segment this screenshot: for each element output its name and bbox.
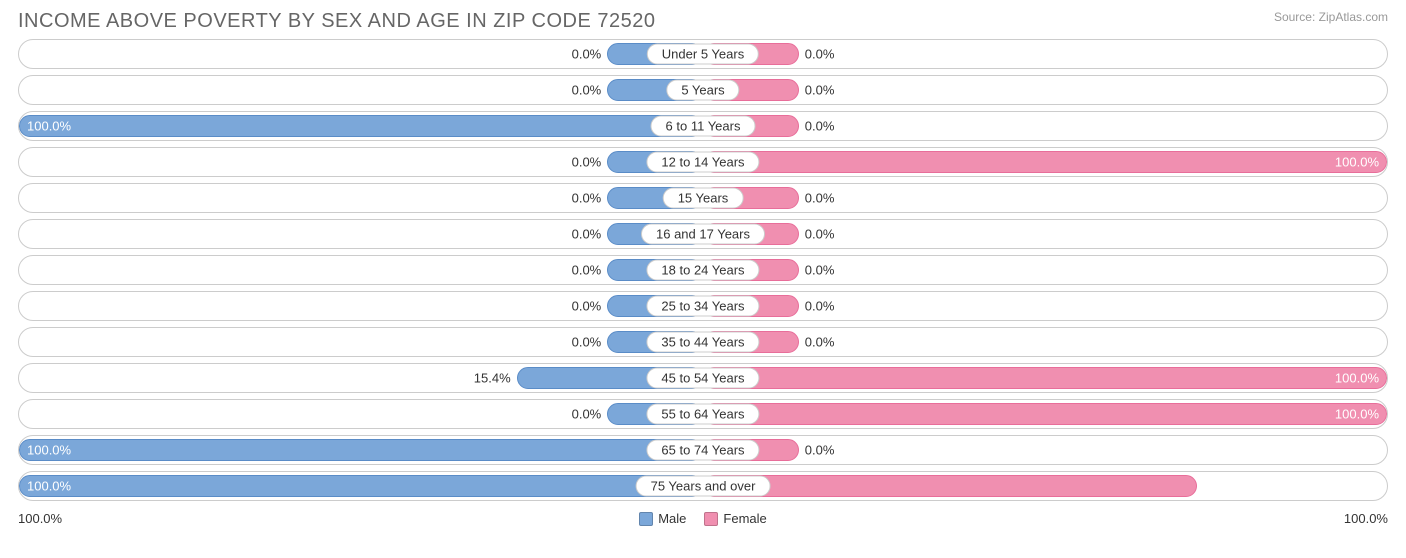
category-label: 45 to 54 Years	[646, 368, 759, 389]
axis-right-label: 100.0%	[1344, 511, 1388, 526]
male-value: 0.0%	[572, 299, 608, 314]
female-value: 0.0%	[799, 119, 835, 134]
male-value: 100.0%	[27, 479, 71, 494]
female-bar	[703, 475, 1197, 497]
category-label: 65 to 74 Years	[646, 440, 759, 461]
chart-row: 0.0% 0.0% 18 to 24 Years	[18, 255, 1388, 285]
chart-row: 0.0% 0.0% Under 5 Years	[18, 39, 1388, 69]
chart-row: 100.0% 0.0% 65 to 74 Years	[18, 435, 1388, 465]
chart-source: Source: ZipAtlas.com	[1274, 10, 1388, 24]
category-label: Under 5 Years	[647, 44, 759, 65]
male-bar	[19, 475, 703, 497]
female-value: 100.0%	[1335, 407, 1379, 422]
chart-row: 0.0% 100.0% 12 to 14 Years	[18, 147, 1388, 177]
male-value: 100.0%	[27, 119, 71, 134]
category-label: 18 to 24 Years	[646, 260, 759, 281]
legend-male: Male	[639, 511, 686, 526]
female-value: 100.0%	[1335, 155, 1379, 170]
female-value: 67.7%	[1342, 479, 1379, 494]
chart-row: 0.0% 100.0% 55 to 64 Years	[18, 399, 1388, 429]
legend-female-swatch	[704, 512, 718, 526]
female-value: 0.0%	[799, 47, 835, 62]
legend: Male Female	[639, 511, 767, 526]
category-label: 15 Years	[663, 188, 744, 209]
category-label: 5 Years	[666, 80, 739, 101]
male-value: 0.0%	[572, 335, 608, 350]
male-value: 100.0%	[27, 443, 71, 458]
female-value: 0.0%	[799, 191, 835, 206]
category-label: 12 to 14 Years	[646, 152, 759, 173]
legend-male-label: Male	[658, 511, 686, 526]
legend-female: Female	[704, 511, 766, 526]
female-value: 0.0%	[799, 335, 835, 350]
female-bar	[703, 367, 1387, 389]
male-value: 0.0%	[572, 191, 608, 206]
chart-row: 0.0% 0.0% 35 to 44 Years	[18, 327, 1388, 357]
chart-header: INCOME ABOVE POVERTY BY SEX AND AGE IN Z…	[0, 0, 1406, 39]
chart-row: 0.0% 0.0% 16 and 17 Years	[18, 219, 1388, 249]
male-value: 15.4%	[474, 371, 517, 386]
female-bar	[703, 151, 1387, 173]
category-label: 6 to 11 Years	[651, 116, 756, 137]
category-label: 16 and 17 Years	[641, 224, 765, 245]
category-label: 75 Years and over	[636, 476, 771, 497]
male-value: 0.0%	[572, 227, 608, 242]
chart-row: 0.0% 0.0% 5 Years	[18, 75, 1388, 105]
chart-row: 100.0% 0.0% 6 to 11 Years	[18, 111, 1388, 141]
male-value: 0.0%	[572, 47, 608, 62]
male-bar	[19, 439, 703, 461]
chart-row: 0.0% 0.0% 25 to 34 Years	[18, 291, 1388, 321]
chart-row: 15.4% 100.0% 45 to 54 Years	[18, 363, 1388, 393]
category-label: 25 to 34 Years	[646, 296, 759, 317]
female-value: 0.0%	[799, 83, 835, 98]
male-value: 0.0%	[572, 407, 608, 422]
chart-title: INCOME ABOVE POVERTY BY SEX AND AGE IN Z…	[18, 10, 655, 33]
female-value: 0.0%	[799, 299, 835, 314]
male-value: 0.0%	[572, 155, 608, 170]
chart-row: 100.0% 67.7% 75 Years and over	[18, 471, 1388, 501]
female-value: 0.0%	[799, 227, 835, 242]
legend-male-swatch	[639, 512, 653, 526]
female-bar	[703, 403, 1387, 425]
male-bar	[19, 115, 703, 137]
category-label: 35 to 44 Years	[646, 332, 759, 353]
chart-area: 0.0% 0.0% Under 5 Years 0.0% 0.0% 5 Years 100.…	[0, 39, 1406, 501]
female-value: 0.0%	[799, 263, 835, 278]
male-value: 0.0%	[572, 263, 608, 278]
chart-footer: 100.0% Male Female 100.0%	[0, 507, 1406, 526]
category-label: 55 to 64 Years	[646, 404, 759, 425]
female-value: 100.0%	[1335, 371, 1379, 386]
male-value: 0.0%	[572, 83, 608, 98]
female-value: 0.0%	[799, 443, 835, 458]
legend-female-label: Female	[723, 511, 766, 526]
chart-row: 0.0% 0.0% 15 Years	[18, 183, 1388, 213]
axis-left-label: 100.0%	[18, 511, 62, 526]
